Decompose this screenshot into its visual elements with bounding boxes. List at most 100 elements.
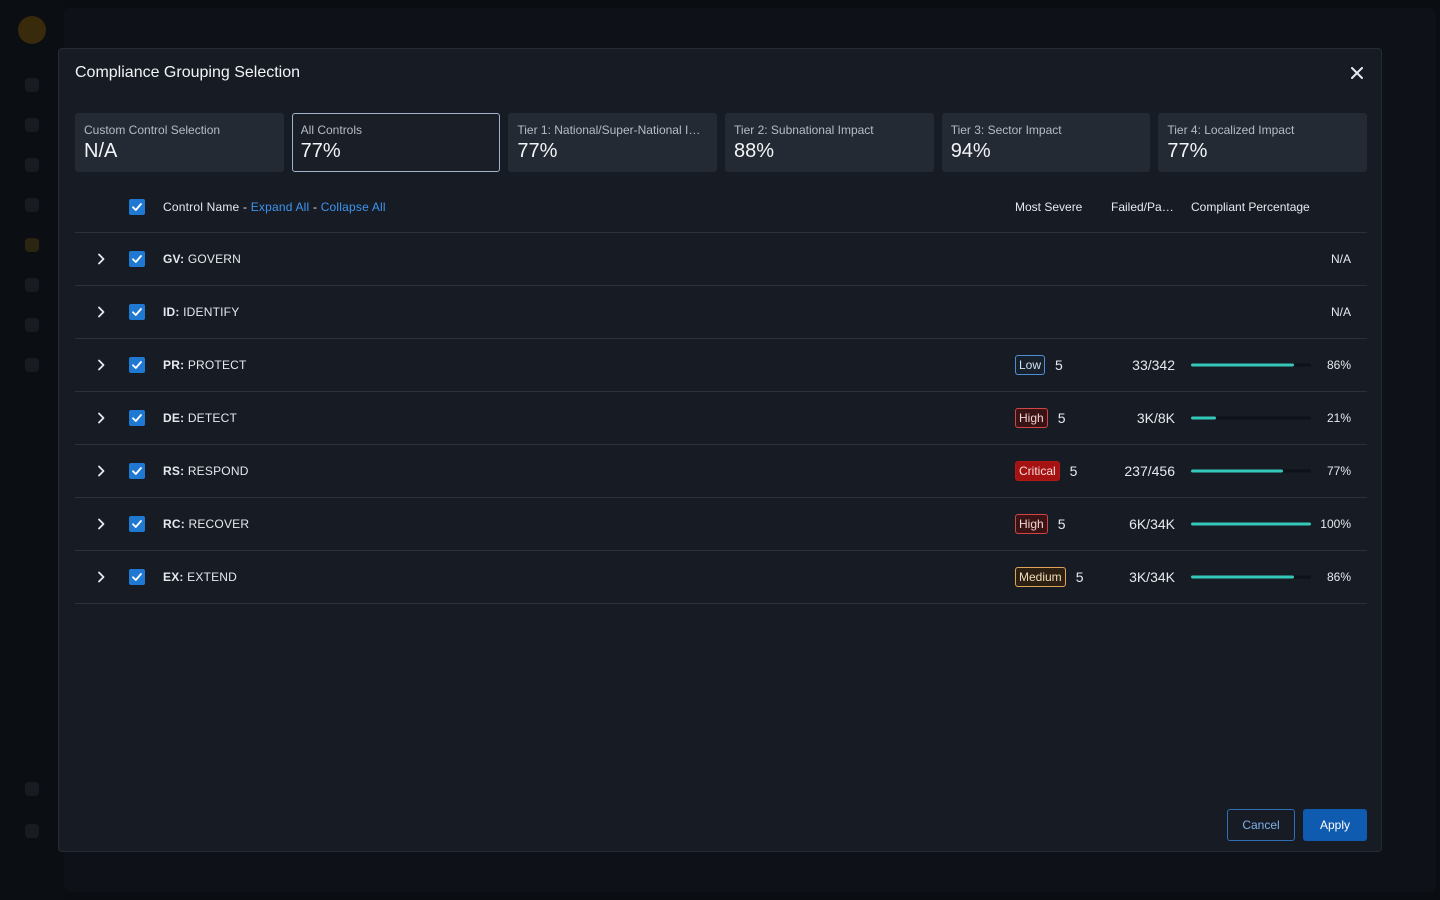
compliance-progress-bar	[1191, 363, 1311, 367]
card-custom-control-selection[interactable]: Custom Control Selection N/A	[75, 113, 284, 172]
compliant-percentage-value: N/A	[1330, 305, 1351, 319]
chevron-right-icon[interactable]	[93, 410, 109, 426]
control-name: RC: RECOVER	[163, 517, 249, 531]
progress-fill	[1191, 416, 1217, 420]
failed-passed-value: 237/456	[1124, 463, 1175, 479]
compliant-percentage-value: 86%	[1326, 358, 1351, 372]
control-title: GOVERN	[184, 252, 242, 266]
table-row[interactable]: GV: GOVERN N/A	[75, 233, 1367, 286]
compliance-progress-bar	[1191, 522, 1311, 526]
card-tier-3[interactable]: Tier 3: Sector Impact 94%	[941, 113, 1151, 172]
close-button[interactable]	[1347, 63, 1367, 83]
control-name: EX: EXTEND	[163, 570, 237, 584]
table-row[interactable]: PR: PROTECT Low 5 33/342 86%	[75, 339, 1367, 392]
checkmark-icon	[132, 361, 142, 369]
collapse-all-link[interactable]: Collapse All	[320, 200, 386, 214]
nav-icon	[25, 158, 39, 172]
compliant-percentage-value: N/A	[1330, 252, 1351, 266]
compliance-grouping-modal: Compliance Grouping Selection Custom Con…	[58, 48, 1382, 852]
progress-fill	[1191, 575, 1295, 579]
most-severe-cell: High 5	[1015, 408, 1065, 428]
header-separator: -	[309, 200, 321, 214]
row-checkbox[interactable]	[129, 463, 145, 479]
chevron-right-icon[interactable]	[93, 357, 109, 373]
compliant-percentage-value: 86%	[1326, 570, 1351, 584]
chevron-right-icon[interactable]	[93, 251, 109, 267]
compliant-percentage-header[interactable]: Compliant Percentage	[1191, 200, 1310, 214]
severity-count: 5	[1057, 410, 1066, 426]
nav-icon	[25, 278, 39, 292]
nav-icon	[25, 198, 39, 212]
severity-badge: High	[1015, 408, 1048, 428]
row-checkbox[interactable]	[129, 410, 145, 426]
checkmark-icon	[132, 308, 142, 316]
background-nav-rail	[0, 0, 64, 900]
row-checkbox[interactable]	[129, 304, 145, 320]
chevron-right-icon[interactable]	[93, 569, 109, 585]
control-title: RESPOND	[184, 464, 249, 478]
compliant-percentage-value: 77%	[1326, 464, 1351, 478]
control-title: IDENTIFY	[179, 305, 240, 319]
close-icon	[1351, 67, 1363, 79]
failed-passed-value: 6K/34K	[1129, 516, 1175, 532]
expand-all-link[interactable]: Expand All	[250, 200, 310, 214]
control-code: RS:	[163, 464, 185, 478]
most-severe-cell: Critical 5	[1015, 461, 1077, 481]
control-code: DE:	[163, 411, 185, 425]
control-name: PR: PROTECT	[163, 358, 247, 372]
apply-button[interactable]: Apply	[1303, 809, 1367, 841]
most-severe-cell: High 5	[1015, 514, 1065, 534]
card-tier-4[interactable]: Tier 4: Localized Impact 77%	[1158, 113, 1368, 172]
most-severe-header[interactable]: Most Severe	[1015, 200, 1083, 214]
failed-passed-header[interactable]: Failed/Passed	[1111, 200, 1177, 214]
card-value: 77%	[517, 140, 558, 162]
table-row[interactable]: ID: IDENTIFY N/A	[75, 286, 1367, 339]
table-row[interactable]: EX: EXTEND Medium 5 3K/34K 86%	[75, 551, 1367, 604]
row-checkbox[interactable]	[129, 357, 145, 373]
card-tier-2[interactable]: Tier 2: Subnational Impact 88%	[725, 113, 934, 172]
card-value: 88%	[734, 140, 775, 162]
checkmark-icon	[132, 255, 142, 263]
compliance-progress-bar	[1191, 416, 1311, 420]
modal-title: Compliance Grouping Selection	[75, 64, 301, 81]
card-value: N/A	[84, 140, 118, 162]
severity-badge: Low	[1015, 355, 1046, 375]
table-header: Control Name - Expand All - Collapse All…	[75, 182, 1367, 233]
chevron-right-icon[interactable]	[93, 516, 109, 532]
grouping-cards: Custom Control Selection N/A All Control…	[75, 113, 1368, 172]
control-name: ID: IDENTIFY	[163, 305, 239, 319]
control-name: GV: GOVERN	[163, 252, 241, 266]
failed-passed-value: 3K/34K	[1129, 569, 1175, 585]
table-row[interactable]: RS: RESPOND Critical 5 237/456 77%	[75, 445, 1367, 498]
row-checkbox[interactable]	[129, 251, 145, 267]
progress-fill	[1191, 363, 1295, 367]
app-logo	[18, 16, 46, 44]
control-name-label: Control Name -	[163, 200, 251, 214]
table-row[interactable]: RC: RECOVER High 5 6K/34K 100%	[75, 498, 1367, 551]
checkmark-icon	[132, 573, 142, 581]
chevron-right-icon[interactable]	[93, 304, 109, 320]
nav-icon	[25, 118, 39, 132]
chevron-right-icon[interactable]	[93, 463, 109, 479]
select-all-checkbox[interactable]	[129, 199, 145, 215]
cancel-button[interactable]: Cancel	[1227, 809, 1295, 841]
nav-icon	[25, 318, 39, 332]
card-all-controls[interactable]: All Controls 77%	[291, 113, 501, 172]
card-value: 77%	[1167, 140, 1208, 162]
severity-badge: Critical	[1015, 461, 1060, 481]
row-checkbox[interactable]	[129, 569, 145, 585]
control-title: DETECT	[184, 411, 238, 425]
progress-fill	[1191, 522, 1311, 526]
control-name: RS: RESPOND	[163, 464, 249, 478]
control-name-header: Control Name - Expand All - Collapse All	[163, 200, 386, 214]
row-checkbox[interactable]	[129, 516, 145, 532]
nav-icon	[25, 358, 39, 372]
card-label: Tier 3: Sector Impact	[950, 123, 1062, 137]
severity-count: 5	[1075, 569, 1084, 585]
card-tier-1[interactable]: Tier 1: National/Super-National Impact 7…	[508, 113, 718, 172]
card-label: Tier 4: Localized Impact	[1167, 123, 1295, 137]
compliant-percentage-value: 21%	[1326, 411, 1351, 425]
control-code: PR:	[163, 358, 185, 372]
compliance-progress-bar	[1191, 575, 1311, 579]
table-row[interactable]: DE: DETECT High 5 3K/8K 21%	[75, 392, 1367, 445]
